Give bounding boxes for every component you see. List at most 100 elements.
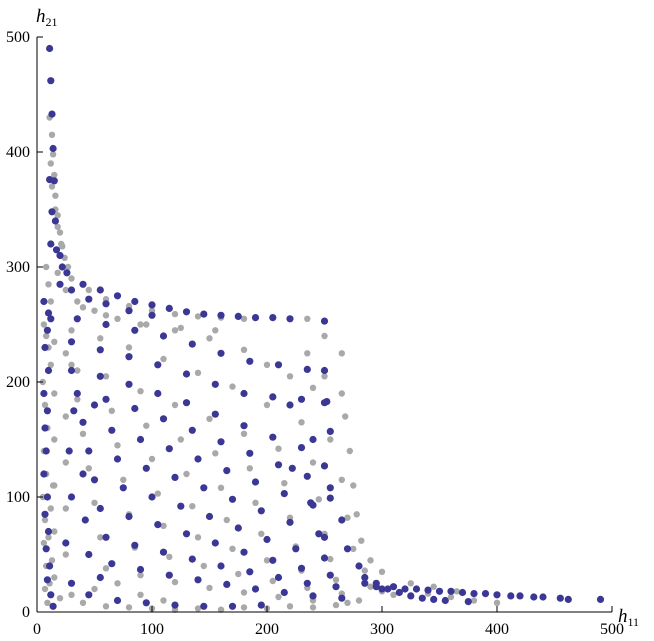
data-point — [303, 472, 311, 480]
data-point — [367, 557, 374, 564]
data-point — [320, 317, 329, 325]
data-point — [309, 459, 317, 466]
data-point — [355, 562, 363, 570]
data-point — [102, 312, 110, 319]
data-point — [342, 413, 349, 420]
data-point — [159, 332, 168, 340]
data-point — [91, 499, 98, 506]
data-point — [326, 494, 334, 502]
data-point — [217, 562, 225, 570]
data-point — [51, 528, 58, 535]
data-point — [137, 591, 144, 598]
data-point — [67, 338, 76, 346]
data-point — [346, 447, 353, 455]
data-point — [320, 533, 329, 541]
data-point — [143, 422, 150, 429]
data-point — [384, 585, 392, 593]
data-point — [64, 263, 72, 271]
data-point — [68, 361, 75, 368]
data-point — [211, 380, 219, 388]
data-point — [79, 280, 87, 288]
data-point — [251, 314, 260, 322]
data-point — [338, 594, 346, 602]
data-point — [240, 346, 248, 353]
data-point — [43, 493, 52, 501]
y-tick-label: 400 — [6, 144, 30, 161]
data-point — [229, 545, 236, 552]
data-point — [309, 435, 317, 444]
data-point — [44, 309, 53, 317]
data-point — [200, 484, 208, 492]
data-point — [85, 447, 93, 455]
data-point — [102, 373, 110, 380]
data-point — [326, 484, 334, 492]
data-point — [361, 579, 369, 587]
data-point — [350, 482, 357, 489]
data-point — [309, 501, 317, 509]
data-point — [246, 568, 254, 576]
data-point — [539, 593, 547, 601]
data-point — [47, 591, 55, 599]
data-point — [41, 401, 49, 409]
data-point — [48, 183, 56, 190]
data-point — [62, 413, 69, 420]
x-tick-label: 300 — [370, 621, 394, 638]
data-point — [332, 576, 340, 583]
data-point — [338, 350, 345, 357]
data-point — [280, 490, 288, 498]
data-point — [42, 447, 50, 455]
data-point — [165, 304, 173, 312]
data-point — [160, 522, 167, 529]
data-point — [102, 300, 110, 308]
data-point — [464, 598, 472, 606]
y-tick-label: 500 — [6, 29, 30, 46]
data-point — [113, 596, 122, 605]
axes-layer — [36, 37, 612, 613]
data-point — [246, 449, 254, 457]
data-point — [251, 478, 260, 486]
data-point — [48, 131, 56, 138]
data-point — [353, 511, 360, 518]
data-point — [52, 192, 59, 199]
data-point — [41, 510, 49, 518]
data-point — [258, 530, 265, 537]
data-point — [350, 545, 357, 552]
data-point — [47, 77, 55, 85]
data-point — [304, 315, 311, 322]
data-point — [407, 580, 414, 587]
data-point — [41, 424, 49, 432]
data-point — [114, 315, 121, 322]
data-point — [154, 389, 162, 398]
data-point — [217, 438, 225, 446]
data-point — [113, 292, 122, 300]
data-point — [458, 588, 467, 597]
data-point — [320, 554, 329, 562]
data-point — [47, 160, 54, 167]
data-point — [51, 574, 58, 581]
data-point — [148, 301, 156, 309]
data-point — [320, 366, 329, 375]
data-point — [200, 602, 208, 610]
data-point — [137, 572, 144, 579]
data-point — [102, 565, 110, 572]
data-point — [252, 499, 259, 506]
data-point — [74, 298, 81, 305]
data-point — [194, 605, 202, 612]
data-point — [309, 592, 317, 600]
data-point — [62, 551, 69, 558]
data-point — [274, 461, 283, 469]
y-tick-label: 0 — [22, 604, 30, 621]
data-point — [90, 401, 99, 409]
data-point — [51, 217, 60, 225]
data-point — [85, 465, 93, 472]
data-point — [194, 313, 202, 320]
data-point — [424, 586, 432, 594]
data-point — [206, 415, 213, 422]
data-point — [344, 514, 351, 521]
x-tick-label: 200 — [255, 621, 279, 638]
data-point — [418, 594, 426, 602]
data-point — [51, 338, 58, 345]
data-point — [67, 493, 76, 501]
data-point — [131, 541, 139, 549]
x-tick-label: 100 — [140, 621, 164, 638]
